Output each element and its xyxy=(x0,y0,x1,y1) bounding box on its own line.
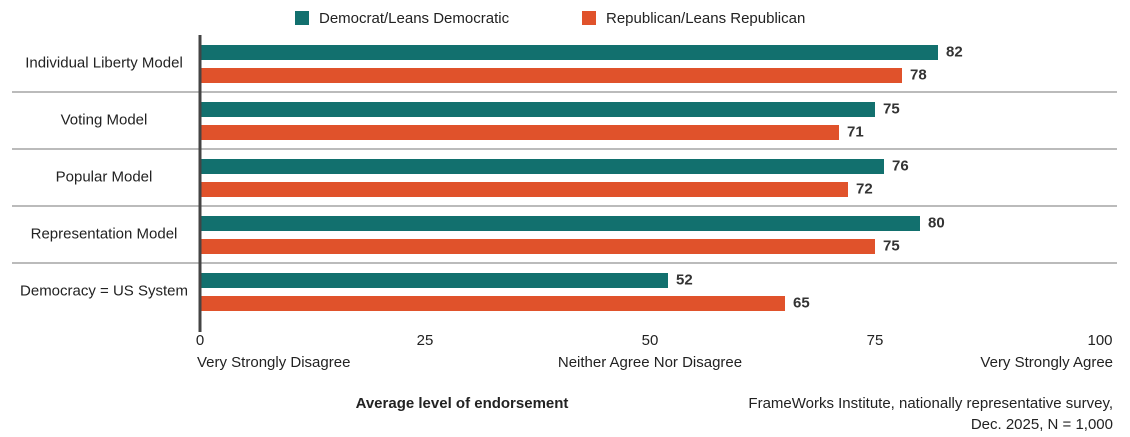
x-tick-label: 100 xyxy=(1087,332,1112,349)
bar xyxy=(200,45,938,60)
bar xyxy=(200,273,668,288)
x-tick-label: 25 xyxy=(417,332,434,349)
category-label: Voting Model xyxy=(61,111,148,128)
value-label: 78 xyxy=(910,66,927,83)
x-tick-label: 75 xyxy=(867,332,884,349)
value-label: 65 xyxy=(793,294,810,311)
legend-label: Democrat/Leans Democratic xyxy=(319,10,510,27)
value-label: 52 xyxy=(676,271,693,288)
source: FrameWorks Institute, nationally represe… xyxy=(748,395,1113,412)
value-label: 75 xyxy=(883,237,900,254)
value-label: 76 xyxy=(892,157,909,174)
legend-swatch xyxy=(295,11,309,25)
category-label: Individual Liberty Model xyxy=(25,54,183,71)
value-label: 82 xyxy=(946,43,963,60)
scale-label: Neither Agree Nor Disagree xyxy=(558,354,742,371)
x-tick-label: 50 xyxy=(642,332,659,349)
scale-label: Very Strongly Disagree xyxy=(197,354,350,371)
bar xyxy=(200,68,902,83)
bar xyxy=(200,296,785,311)
x-axis-label: Average level of endorsement xyxy=(356,395,569,412)
x-tick-label: 0 xyxy=(196,332,204,349)
legend-swatch xyxy=(582,11,596,25)
value-label: 71 xyxy=(847,123,864,140)
bar xyxy=(200,102,875,117)
bar xyxy=(200,125,839,140)
category-label: Representation Model xyxy=(31,225,178,242)
legend-label: Republican/Leans Republican xyxy=(606,10,805,27)
source: Dec. 2025, N = 1,000 xyxy=(971,416,1113,433)
value-label: 72 xyxy=(856,180,873,197)
value-label: 80 xyxy=(928,214,945,231)
bar xyxy=(200,239,875,254)
bar xyxy=(200,182,848,197)
category-label: Popular Model xyxy=(56,168,153,185)
category-label: Democracy = US System xyxy=(20,282,188,299)
value-label: 75 xyxy=(883,100,900,117)
bar xyxy=(200,216,920,231)
scale-label: Very Strongly Agree xyxy=(980,354,1113,371)
bar xyxy=(200,159,884,174)
